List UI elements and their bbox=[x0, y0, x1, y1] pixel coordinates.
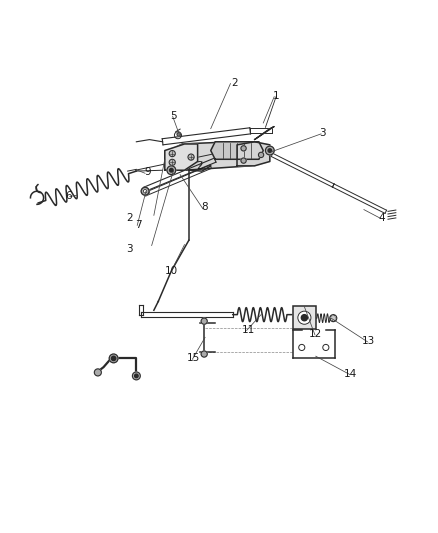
Circle shape bbox=[240, 146, 246, 151]
Circle shape bbox=[94, 369, 101, 376]
Text: 9: 9 bbox=[144, 167, 150, 177]
Text: 11: 11 bbox=[241, 325, 254, 335]
Circle shape bbox=[141, 187, 149, 195]
Circle shape bbox=[142, 188, 149, 195]
Polygon shape bbox=[237, 142, 269, 166]
Circle shape bbox=[240, 158, 246, 163]
Circle shape bbox=[187, 154, 194, 160]
Circle shape bbox=[111, 356, 116, 361]
Text: 3: 3 bbox=[318, 128, 325, 138]
Polygon shape bbox=[164, 142, 267, 170]
Text: 2: 2 bbox=[196, 161, 203, 171]
Circle shape bbox=[298, 344, 304, 351]
Text: 1: 1 bbox=[272, 91, 279, 101]
Circle shape bbox=[201, 318, 207, 324]
Circle shape bbox=[300, 314, 307, 321]
Text: 6: 6 bbox=[65, 191, 72, 201]
Circle shape bbox=[169, 159, 175, 165]
Circle shape bbox=[322, 344, 328, 351]
Circle shape bbox=[265, 146, 274, 155]
Polygon shape bbox=[164, 144, 197, 170]
Circle shape bbox=[109, 354, 118, 363]
Text: 4: 4 bbox=[377, 213, 384, 223]
Circle shape bbox=[177, 133, 180, 136]
Text: 8: 8 bbox=[201, 203, 207, 213]
Text: 13: 13 bbox=[361, 336, 374, 346]
Text: 2: 2 bbox=[126, 213, 133, 223]
Circle shape bbox=[247, 152, 252, 158]
Circle shape bbox=[258, 152, 263, 158]
Text: 7: 7 bbox=[135, 220, 141, 230]
Text: 10: 10 bbox=[164, 266, 177, 276]
Circle shape bbox=[186, 155, 191, 160]
Text: 12: 12 bbox=[308, 329, 321, 340]
Circle shape bbox=[201, 351, 207, 357]
Circle shape bbox=[297, 311, 310, 324]
Text: 5: 5 bbox=[170, 110, 177, 120]
Text: 14: 14 bbox=[343, 369, 357, 379]
Circle shape bbox=[170, 159, 176, 164]
Polygon shape bbox=[254, 126, 274, 140]
Circle shape bbox=[132, 372, 140, 380]
Circle shape bbox=[143, 189, 147, 193]
Circle shape bbox=[169, 168, 173, 172]
Circle shape bbox=[169, 150, 175, 157]
Polygon shape bbox=[210, 142, 263, 159]
Circle shape bbox=[134, 374, 138, 378]
Circle shape bbox=[268, 149, 271, 152]
Circle shape bbox=[258, 151, 263, 156]
Text: 15: 15 bbox=[186, 353, 199, 364]
Circle shape bbox=[166, 166, 175, 175]
Text: 3: 3 bbox=[126, 244, 133, 254]
Circle shape bbox=[329, 314, 336, 321]
Text: 2: 2 bbox=[231, 78, 237, 88]
Bar bbox=[292, 306, 315, 329]
